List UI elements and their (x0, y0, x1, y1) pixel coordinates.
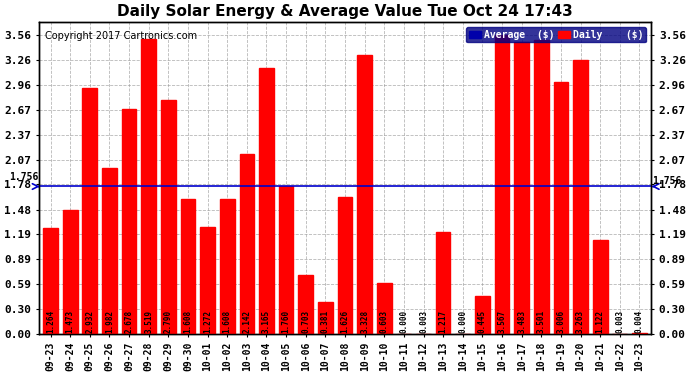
Bar (121, 109, 137, 334)
Text: 2.790: 2.790 (164, 310, 173, 333)
Bar (357, 55, 372, 334)
Bar (279, 186, 293, 334)
Text: 1.473: 1.473 (66, 310, 75, 333)
Text: 3.328: 3.328 (360, 310, 369, 333)
Text: 1.122: 1.122 (595, 310, 604, 333)
Bar (553, 82, 569, 334)
Text: 3.501: 3.501 (537, 310, 546, 333)
Text: 1.760: 1.760 (282, 310, 290, 333)
Bar (318, 302, 333, 334)
Legend: Average  ($), Daily    ($): Average ($), Daily ($) (466, 27, 647, 42)
Text: 1.272: 1.272 (203, 310, 212, 333)
Text: 0.000: 0.000 (400, 310, 408, 333)
Bar (220, 199, 235, 334)
Bar (200, 227, 215, 334)
Text: 1.756: 1.756 (653, 177, 682, 186)
Bar (475, 297, 490, 334)
Text: 1.608: 1.608 (184, 310, 193, 333)
Text: 1.264: 1.264 (46, 310, 55, 333)
Bar (141, 39, 156, 334)
Text: 3.006: 3.006 (556, 310, 565, 333)
Bar (63, 210, 77, 334)
Bar (298, 275, 313, 334)
Bar (43, 228, 58, 334)
Title: Daily Solar Energy & Average Value Tue Oct 24 17:43: Daily Solar Energy & Average Value Tue O… (117, 4, 573, 19)
Bar (102, 168, 117, 334)
Text: 2.932: 2.932 (86, 310, 95, 333)
Text: 1.756: 1.756 (9, 172, 39, 182)
Bar (239, 154, 254, 334)
Text: 3.519: 3.519 (144, 310, 153, 333)
Text: 3.567: 3.567 (497, 310, 506, 333)
Bar (495, 34, 509, 334)
Bar (534, 40, 549, 334)
Text: 0.004: 0.004 (635, 310, 644, 333)
Text: 0.000: 0.000 (458, 310, 467, 333)
Text: 3.263: 3.263 (576, 310, 585, 333)
Bar (83, 88, 97, 334)
Bar (436, 232, 451, 334)
Bar (181, 199, 195, 334)
Bar (573, 60, 588, 334)
Bar (259, 68, 274, 334)
Text: 1.217: 1.217 (439, 310, 448, 333)
Text: 1.982: 1.982 (105, 310, 114, 333)
Text: 1.608: 1.608 (223, 310, 232, 333)
Text: 0.381: 0.381 (321, 310, 330, 333)
Bar (161, 100, 176, 334)
Text: 3.483: 3.483 (517, 310, 526, 333)
Text: 2.678: 2.678 (125, 310, 134, 333)
Text: 1.626: 1.626 (340, 310, 350, 333)
Bar (337, 197, 353, 334)
Text: 0.703: 0.703 (302, 310, 310, 333)
Text: Copyright 2017 Cartronics.com: Copyright 2017 Cartronics.com (45, 31, 197, 41)
Text: 2.142: 2.142 (242, 310, 251, 333)
Bar (514, 42, 529, 334)
Text: 0.445: 0.445 (478, 310, 487, 333)
Text: 3.165: 3.165 (262, 310, 271, 333)
Text: 0.603: 0.603 (380, 310, 388, 333)
Text: 0.003: 0.003 (615, 310, 624, 333)
Text: 0.003: 0.003 (419, 310, 428, 333)
Bar (593, 240, 607, 334)
Bar (377, 283, 392, 334)
